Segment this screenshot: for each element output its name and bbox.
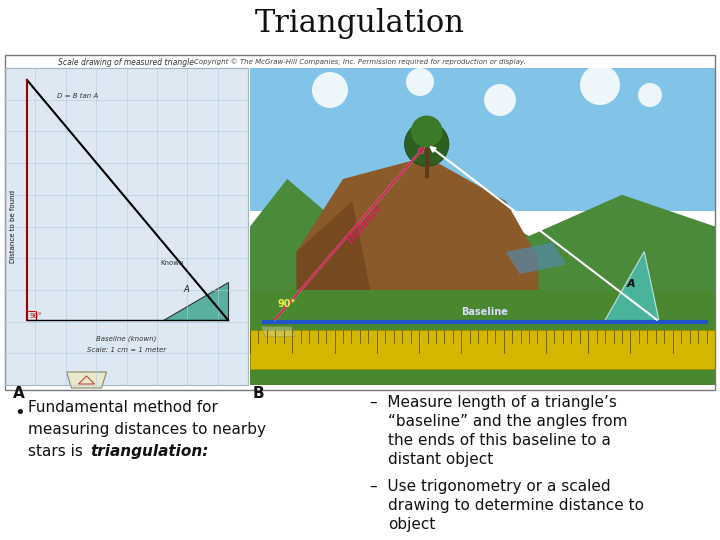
Text: Baseline: Baseline <box>462 307 508 316</box>
Text: –  Measure length of a triangle’s: – Measure length of a triangle’s <box>370 395 617 410</box>
Text: Copyright © The McGraw-Hill Companies, Inc. Permission required for reproduction: Copyright © The McGraw-Hill Companies, I… <box>194 58 526 65</box>
Bar <box>250 290 715 385</box>
Polygon shape <box>261 327 295 336</box>
Text: the ends of this baseline to a: the ends of this baseline to a <box>388 433 611 448</box>
Circle shape <box>312 72 348 108</box>
Text: Scale: 1 cm = 1 meter: Scale: 1 cm = 1 meter <box>87 347 166 353</box>
Text: 90°: 90° <box>277 299 296 308</box>
Text: drawing to determine distance to: drawing to determine distance to <box>388 498 644 513</box>
Circle shape <box>406 68 434 96</box>
Polygon shape <box>297 157 539 385</box>
Polygon shape <box>297 201 390 385</box>
Text: triangulation:: triangulation: <box>90 444 208 459</box>
Circle shape <box>638 83 662 107</box>
Bar <box>27 311 36 320</box>
Text: distant object: distant object <box>388 452 493 467</box>
Text: Scale drawing of measured triangle: Scale drawing of measured triangle <box>58 58 194 67</box>
Text: 90°: 90° <box>29 313 42 319</box>
Text: object: object <box>388 517 436 532</box>
Text: Triangulation: Triangulation <box>255 8 465 39</box>
Text: Known: Known <box>160 260 184 266</box>
Text: B: B <box>253 386 265 401</box>
Polygon shape <box>163 282 228 320</box>
Text: stars is: stars is <box>28 444 88 459</box>
Text: Distance to be found: Distance to be found <box>10 190 16 263</box>
Circle shape <box>405 122 449 166</box>
Polygon shape <box>505 242 566 274</box>
Circle shape <box>411 116 443 147</box>
Text: •: • <box>14 404 24 422</box>
Text: “baseline” and the angles from: “baseline” and the angles from <box>388 414 628 429</box>
Polygon shape <box>250 173 715 385</box>
Text: –  Use trigonometry or a scaled: – Use trigonometry or a scaled <box>370 479 611 494</box>
Circle shape <box>580 65 620 105</box>
Polygon shape <box>66 372 107 388</box>
Text: measuring distances to nearby: measuring distances to nearby <box>28 422 266 437</box>
Bar <box>5 55 715 390</box>
Bar <box>250 68 715 211</box>
Text: Baseline (known): Baseline (known) <box>96 335 157 341</box>
Bar <box>5 68 248 385</box>
Bar <box>250 329 715 369</box>
Text: A: A <box>13 386 24 401</box>
Text: Fundamental method for: Fundamental method for <box>28 400 218 415</box>
Polygon shape <box>604 252 660 322</box>
Circle shape <box>484 84 516 116</box>
Text: D = B tan A: D = B tan A <box>57 93 98 99</box>
Text: A: A <box>183 285 189 294</box>
Text: A: A <box>627 279 636 288</box>
Text: Distance: Distance <box>346 202 384 245</box>
